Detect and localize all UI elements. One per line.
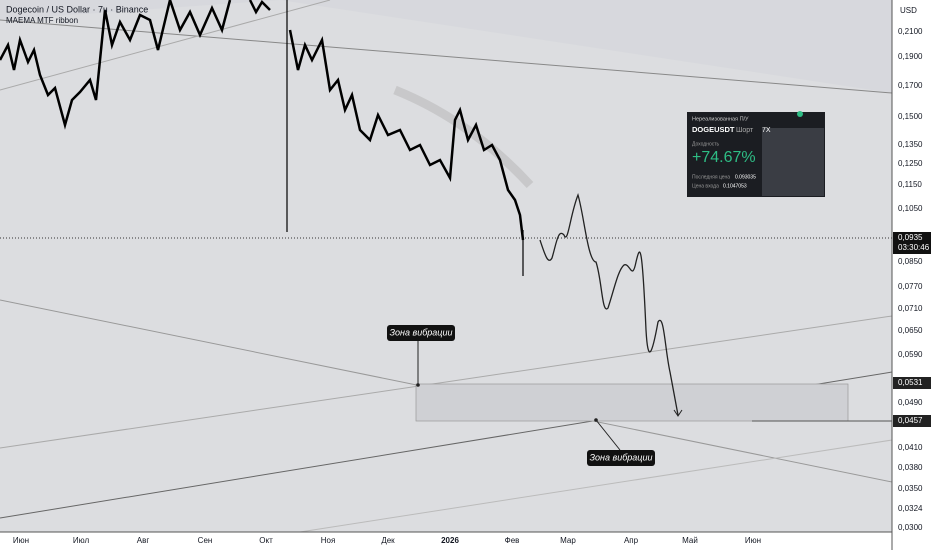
price-highlight: [893, 377, 931, 389]
card-logo: [797, 111, 803, 117]
annotation-box: [587, 450, 655, 466]
time-label: Окт: [259, 536, 273, 545]
price-label: 0,0410: [898, 443, 923, 452]
callout-point: [416, 383, 420, 387]
price-label: 0,1350: [898, 140, 923, 149]
card-entry-label: Цена входа: [692, 183, 719, 189]
price-candles: [0, 0, 232, 130]
card-symbol: DOGEUSDT: [692, 125, 735, 134]
price-label: 0,1900: [898, 52, 923, 61]
zone-box: [415, 383, 849, 422]
time-label: Дек: [381, 536, 395, 545]
card-side: Шорт: [736, 127, 754, 134]
price-highlight: [893, 415, 931, 427]
card-return: +74.67%: [692, 149, 756, 166]
countdown: 03:30:46: [898, 243, 930, 252]
price-label: 0,0490: [898, 398, 923, 407]
time-label: Июн: [745, 536, 761, 545]
price-label-highlight: 0,0531: [898, 378, 923, 387]
time-label: Июн: [13, 536, 29, 545]
annotation: Зона вибрации: [590, 452, 653, 462]
time-label: Май: [682, 536, 698, 545]
price-label: 0,0710: [898, 304, 923, 313]
time-label: Апр: [624, 536, 639, 545]
card-last-label: Последняя цена: [692, 174, 730, 180]
position-card: Нереализованная П/У DOGEUSDT Шорт 7X Дох…: [687, 111, 825, 197]
current-price-box: [893, 232, 931, 254]
time-label: Сен: [198, 536, 213, 545]
price-label-highlight: 0,0457: [898, 416, 923, 425]
callout-point: [594, 418, 598, 422]
callout-line: [595, 419, 621, 451]
price-label: 0,0324: [898, 504, 923, 513]
price-label: 0,2100: [898, 27, 923, 36]
price-label: 0,0300: [898, 523, 923, 532]
trend-line: [0, 19, 893, 94]
price-label: 0,0380: [898, 463, 923, 472]
time-label: Ноя: [321, 536, 336, 545]
time-label: 2026: [441, 536, 459, 545]
price-axis: [892, 0, 932, 550]
axes: 0,2100 0,1900 0,1700 0,1500 0,1350 0,1250 0,11…: [13, 27, 931, 545]
time-axis: [0, 532, 892, 550]
price-label: 0,0650: [898, 326, 923, 335]
channel: [0, 0, 892, 93]
chart-title: Dogecoin / US Dollar · 7ч · Binance: [6, 4, 148, 14]
projection-arrow: [673, 409, 683, 417]
plot-bg: [0, 0, 892, 532]
card-title: Нереализованная П/У: [692, 116, 749, 122]
time-label: Мар: [560, 536, 576, 545]
time-label: Июл: [73, 536, 90, 545]
currency: USD: [900, 6, 917, 15]
card-entry-price: 0.1047053: [723, 183, 747, 189]
trend-line: [0, 315, 893, 449]
price-label: 0,1150: [898, 180, 922, 189]
price-candles: [288, 29, 525, 241]
card-last-price: 0.093035: [735, 174, 756, 180]
trend-line: [299, 439, 893, 533]
trend-line: [0, 0, 331, 91]
card-return-label: Доходность: [692, 141, 720, 147]
projection-path: [539, 193, 679, 416]
price-label: 0,1500: [898, 112, 923, 121]
annotation-box: [387, 325, 455, 341]
price-label: 0,0770: [898, 282, 923, 291]
price-label: 0,0850: [898, 257, 923, 266]
price-label: 0,1250: [898, 159, 923, 168]
card-leverage: 7X: [762, 127, 771, 134]
card-image: [762, 128, 824, 196]
price-label: 0,1700: [898, 81, 923, 90]
indicator-name: MAEMA MTF ribbon: [6, 16, 78, 25]
annotation: Зона вибрации: [390, 327, 453, 337]
time-label: Фев: [505, 536, 520, 545]
price-label: 0,1050: [898, 204, 923, 213]
price-label: 0,0350: [898, 484, 923, 493]
current-price: 0,0935: [898, 233, 923, 242]
time-label: Авг: [137, 536, 150, 545]
price-label: 0,0590: [898, 350, 923, 359]
price-candles: [248, 0, 271, 15]
